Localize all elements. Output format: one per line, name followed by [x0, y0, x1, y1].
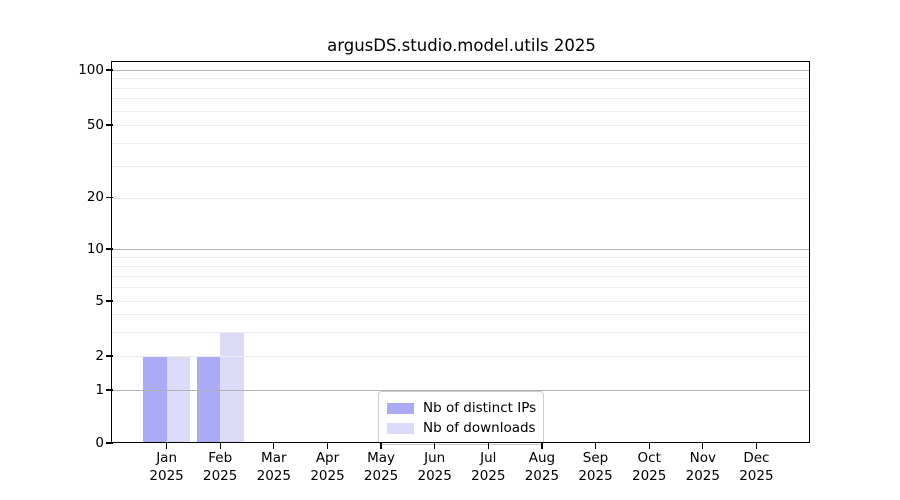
- gridline-30: [113, 165, 810, 167]
- x-tick-label-dec: Dec 2025: [739, 450, 774, 484]
- x-tick-label-jan: Jan 2025: [149, 450, 184, 484]
- gridline-5: [113, 301, 810, 302]
- x-tick-label-aug: Aug 2025: [524, 450, 560, 484]
- x-tick-feb: [219, 443, 221, 449]
- gridline-20: [113, 197, 810, 199]
- legend-swatch-distinct-ips: [387, 402, 414, 414]
- bar-nb-of-distinct-ips-jan: [143, 356, 167, 443]
- plot-area: Nb of distinct IPs Nb of downloads: [113, 63, 810, 445]
- bar-nb-of-downloads-feb: [220, 331, 244, 443]
- gridline-8: [113, 265, 810, 267]
- gridline-50: [113, 125, 810, 126]
- legend-item-downloads: Nb of downloads: [387, 418, 536, 438]
- gridline-4: [113, 314, 810, 316]
- x-tick-label-feb: Feb 2025: [203, 450, 238, 484]
- y-tick-label-50: 50: [86, 116, 104, 133]
- y-tick-label-0: 0: [95, 434, 104, 451]
- x-tick-label-may: May 2025: [363, 450, 399, 484]
- y-tick-label-2: 2: [95, 347, 104, 364]
- gridline-6: [113, 287, 810, 289]
- x-tick-jan: [165, 443, 168, 449]
- x-tick-label-oct: Oct 2025: [632, 450, 667, 484]
- x-tick-aug: [541, 443, 543, 449]
- x-tick-oct: [648, 443, 650, 449]
- legend: Nb of distinct IPs Nb of downloads: [378, 391, 544, 445]
- legend-label-distinct-ips: Nb of distinct IPs: [423, 400, 537, 416]
- x-tick-sep: [594, 443, 597, 449]
- y-tick-label-10: 10: [86, 240, 104, 257]
- y-tick-100: [106, 69, 113, 71]
- x-tick-mar: [273, 443, 275, 449]
- legend-label-downloads: Nb of downloads: [423, 420, 536, 436]
- y-tick-0: [106, 442, 113, 444]
- x-tick-dec: [755, 443, 758, 449]
- gridline-60: [113, 110, 810, 112]
- x-tick-nov: [702, 443, 704, 449]
- bar-nb-of-downloads-jan: [166, 356, 191, 443]
- gridline-3: [113, 331, 810, 333]
- gridline-2: [113, 356, 810, 357]
- gridline-1: [113, 390, 810, 391]
- y-tick-2: [106, 355, 113, 357]
- x-tick-apr: [326, 443, 329, 449]
- gridline-9: [113, 256, 810, 258]
- y-tick-1: [106, 389, 113, 391]
- legend-item-distinct-ips: Nb of distinct IPs: [387, 398, 537, 418]
- x-tick-label-apr: Apr 2025: [310, 450, 345, 484]
- x-tick-label-jul: Jul 2025: [471, 450, 506, 484]
- x-tick-jul: [487, 443, 489, 449]
- y-tick-10: [106, 248, 113, 250]
- gridline-70: [113, 98, 810, 100]
- x-tick-label-jun: Jun 2025: [417, 450, 452, 484]
- gridline-40: [113, 142, 810, 144]
- x-tick-label-nov: Nov 2025: [685, 450, 720, 484]
- gridline-80: [113, 87, 810, 89]
- x-tick-may: [380, 443, 382, 449]
- gridline-100: [113, 70, 810, 71]
- gridline-10: [113, 249, 810, 250]
- y-tick-label-5: 5: [95, 292, 104, 309]
- y-tick-5: [106, 300, 113, 302]
- y-tick-label-1: 1: [95, 381, 104, 398]
- x-tick-label-sep: Sep 2025: [578, 450, 613, 484]
- bar-nb-of-distinct-ips-feb: [196, 356, 221, 443]
- y-tick-label-100: 100: [78, 61, 104, 78]
- chart-title: argusDS.studio.model.utils 2025: [327, 36, 596, 55]
- y-tick-20: [106, 197, 113, 199]
- gridline-7: [113, 275, 810, 277]
- x-tick-jun: [434, 443, 436, 449]
- y-tick-50: [106, 124, 113, 126]
- legend-swatch-downloads: [387, 422, 414, 434]
- gridline-90: [113, 78, 810, 80]
- y-tick-label-20: 20: [86, 189, 104, 206]
- x-tick-label-mar: Mar 2025: [256, 450, 291, 484]
